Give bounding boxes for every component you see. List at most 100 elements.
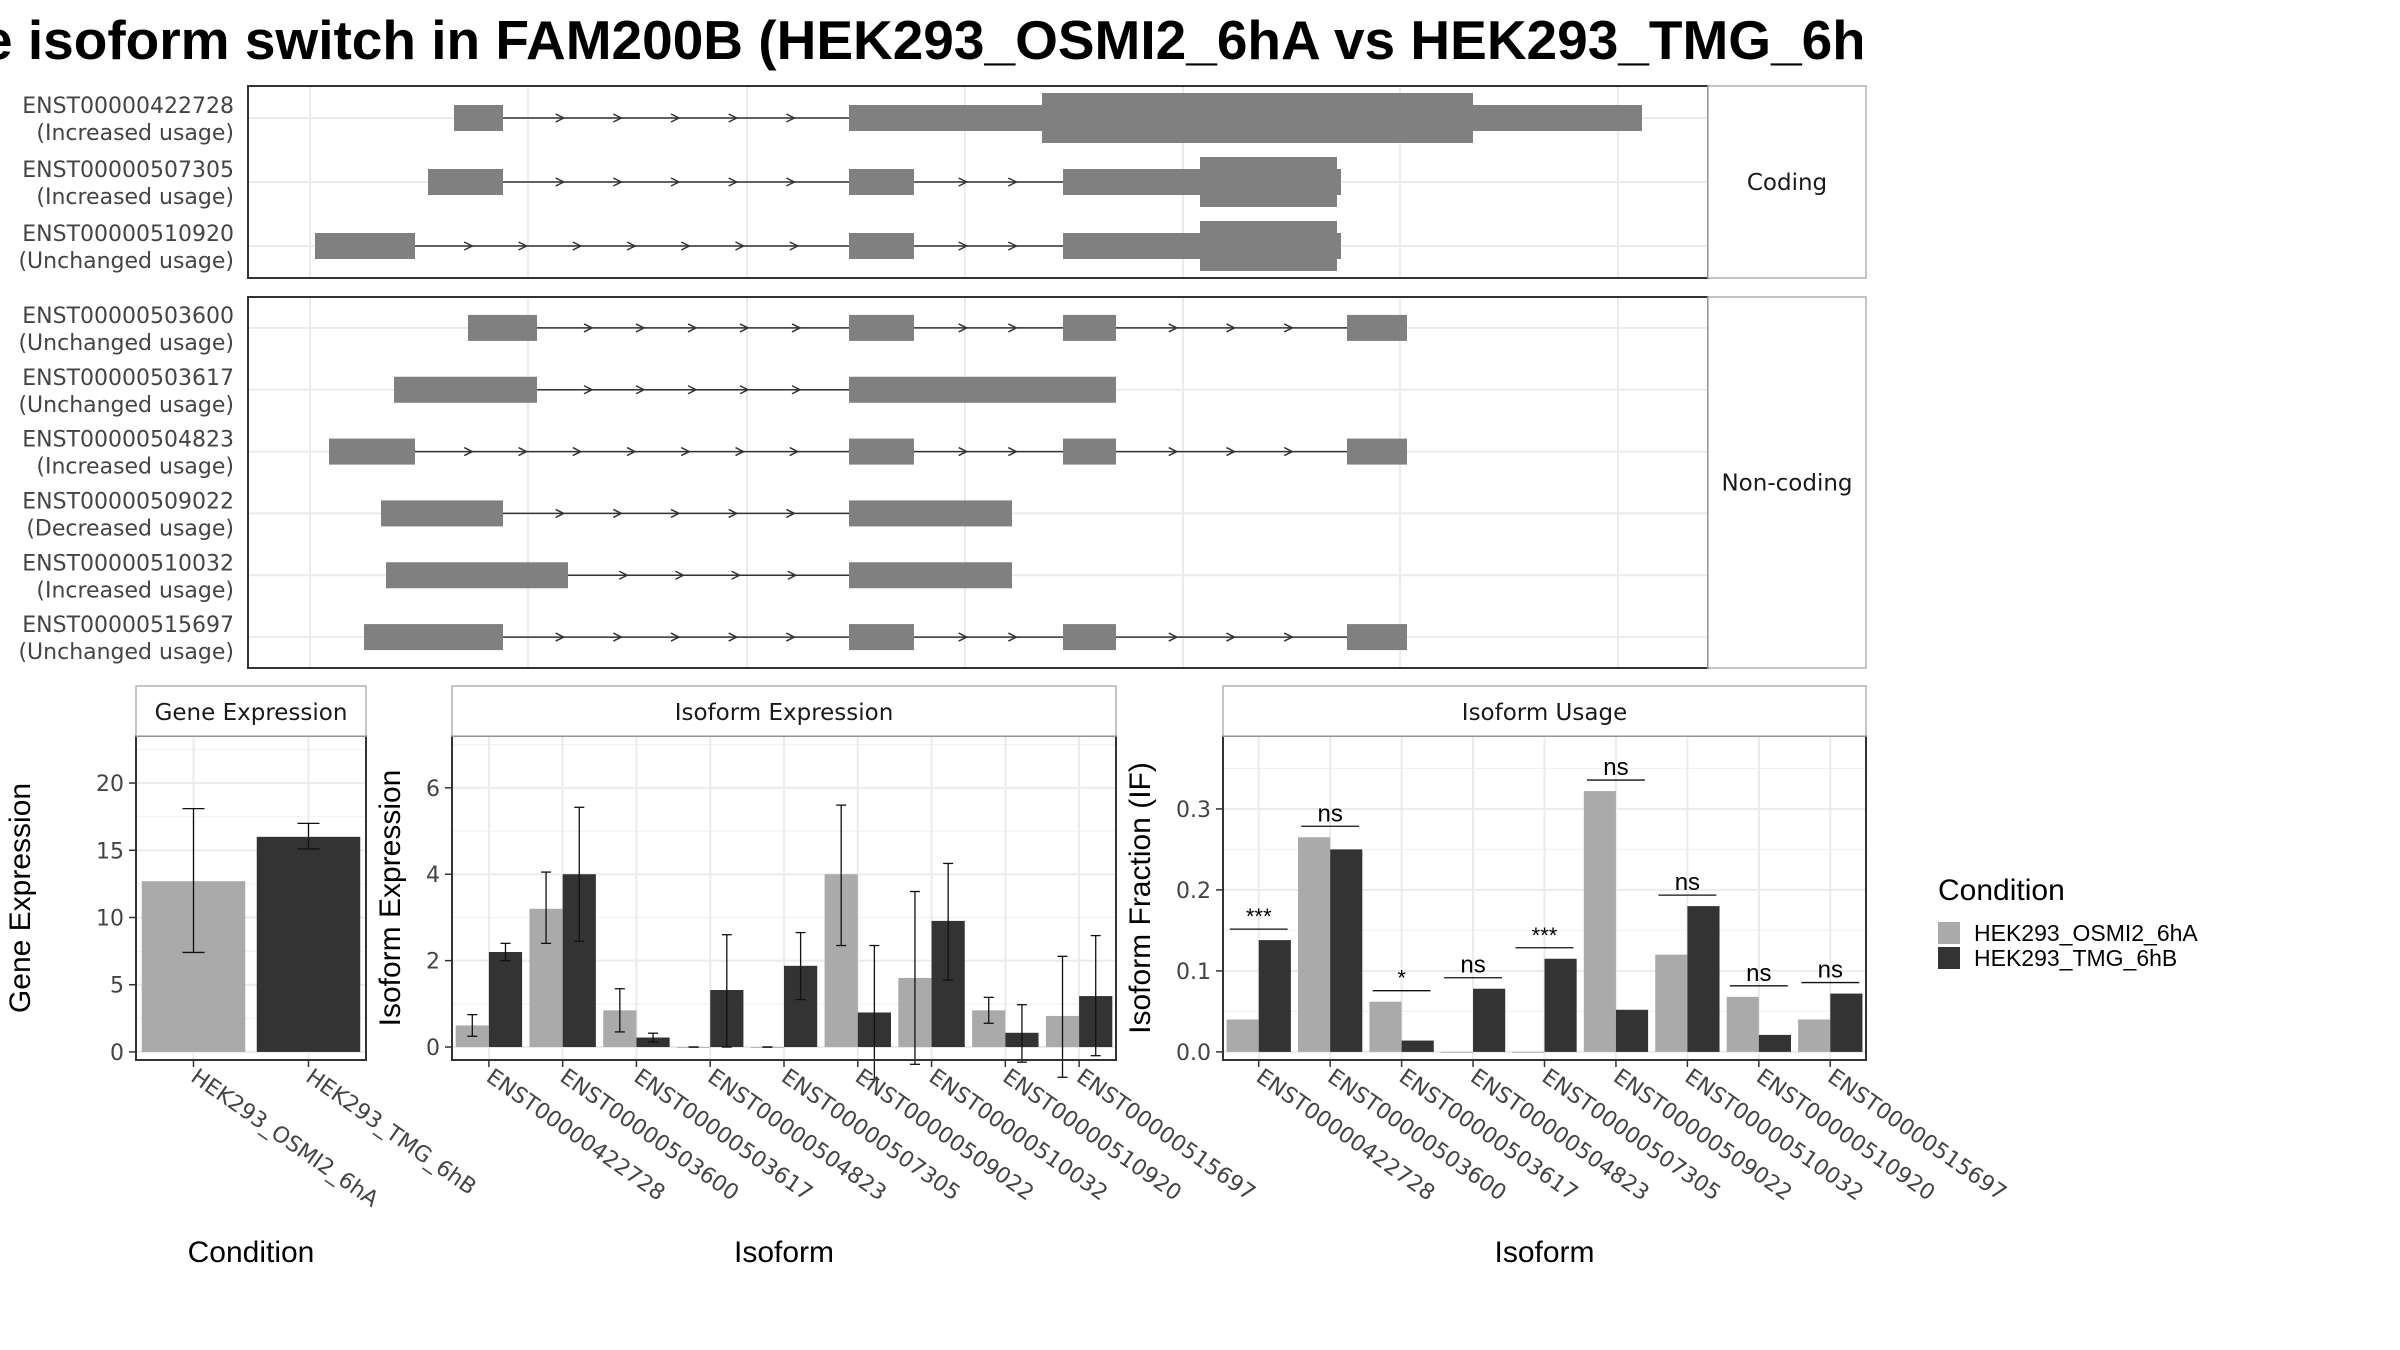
bar: [1473, 988, 1506, 1052]
intron-arrow: [612, 508, 624, 519]
bar: [1830, 993, 1863, 1052]
y-tick-label: 0: [426, 1036, 440, 1061]
exon: [1347, 438, 1407, 465]
facet-strip-label: Coding: [1747, 170, 1827, 196]
intron-arrow: [670, 177, 681, 187]
intron-arrow: [1007, 632, 1019, 642]
intron-arrow: [1168, 323, 1179, 333]
transcript-id-label: ENST00000507305: [22, 158, 234, 183]
legend-label: HEK293_TMG_6hB: [1974, 945, 2177, 971]
transcript-usage-label: (Unchanged usage): [18, 393, 234, 418]
transcript-row: [394, 376, 1116, 403]
exon: [1337, 169, 1341, 195]
intron-arrow: [785, 113, 797, 123]
exon: [849, 562, 1012, 589]
bar: [1758, 1034, 1791, 1052]
intron-arrow: [958, 241, 969, 251]
significance-label: ns: [1603, 754, 1628, 781]
intron-arrow: [463, 446, 474, 457]
bar: [1330, 849, 1363, 1052]
transcript-usage-label: (Unchanged usage): [18, 331, 234, 356]
y-tick-label: 0.2: [1176, 879, 1211, 904]
bar: [1401, 1040, 1434, 1052]
intron-arrow: [1168, 632, 1179, 642]
transcript-row: [329, 438, 1407, 465]
transcript-usage-label: (Unchanged usage): [18, 640, 234, 665]
bar: [1258, 940, 1291, 1052]
transcript-row: [468, 314, 1407, 341]
intron-arrow: [1283, 446, 1294, 457]
panel-title: Isoform Expression: [675, 700, 894, 726]
y-tick-label: 2: [426, 950, 440, 975]
exon: [454, 105, 503, 131]
intron-arrow: [618, 570, 629, 580]
intron-arrow: [1226, 632, 1237, 642]
transcript-panel-coding: ENST00000422728(Increased usage)ENST0000…: [18, 85, 1867, 279]
significance-label: ns: [1317, 800, 1342, 827]
intron-arrow: [728, 508, 739, 519]
intron-arrow: [785, 508, 797, 519]
y-tick-label: 6: [426, 777, 440, 802]
intron-arrow: [518, 241, 529, 251]
intron-arrow: [1007, 446, 1019, 457]
y-tick-label: 0.3: [1176, 798, 1211, 823]
intron-arrow: [463, 241, 474, 251]
intron-arrow: [728, 177, 739, 187]
intron-arrow: [739, 385, 750, 395]
y-tick-label: 15: [96, 839, 124, 864]
facet-strip: [1222, 685, 1867, 737]
transcript-row: [428, 157, 1341, 207]
bar: [1440, 1051, 1474, 1053]
bar-panel-2: 0246ENST00000422728ENST00000503600ENST00…: [374, 685, 1259, 1269]
intron-arrow: [789, 446, 800, 457]
transcript-panel-non-coding: ENST00000503600(Unchanged usage)ENST0000…: [18, 296, 1867, 669]
intron-arrow: [687, 385, 698, 395]
bar: [1512, 1051, 1545, 1053]
coding-exon: [1200, 221, 1337, 271]
transcript-row: [386, 562, 1012, 589]
intron-arrow: [635, 323, 646, 333]
x-axis-title: Condition: [188, 1236, 315, 1269]
bar: [1615, 1009, 1649, 1052]
bar: [1687, 906, 1720, 1052]
intron-arrow: [612, 113, 624, 123]
significance-label: ***: [1532, 923, 1558, 948]
y-tick-label: 0.0: [1176, 1041, 1211, 1066]
facet-strip-label: Non-coding: [1721, 471, 1852, 497]
intron-arrow: [728, 113, 739, 123]
intron-arrow: [680, 241, 691, 251]
intron-arrow: [735, 241, 746, 251]
intron-arrow: [612, 632, 624, 642]
intron-arrow: [958, 446, 969, 457]
intron-arrow: [958, 323, 969, 333]
intron-arrow: [555, 632, 566, 642]
intron-arrow: [680, 446, 691, 457]
intron-arrow: [785, 632, 797, 642]
panel-background: [248, 297, 1708, 668]
transcript-id-label: ENST00000510032: [22, 551, 234, 576]
legend-key: [1938, 922, 1960, 944]
y-tick-label: 0.1: [1176, 960, 1211, 985]
exon: [1063, 169, 1200, 195]
transcript-id-label: ENST00000510920: [22, 222, 234, 247]
panel-title: Isoform Usage: [1462, 700, 1627, 726]
intron-arrow: [787, 570, 798, 580]
intron-arrow: [1007, 323, 1019, 333]
x-axis-title: Isoform: [734, 1236, 834, 1269]
bar: [1583, 791, 1616, 1052]
exon: [849, 233, 914, 259]
intron-arrow: [687, 323, 698, 333]
transcript-id-label: ENST00000422728: [22, 94, 234, 119]
exon: [428, 169, 503, 195]
intron-arrow: [583, 323, 594, 333]
intron-arrow: [731, 570, 742, 580]
intron-arrow: [555, 177, 566, 187]
intron-arrow: [670, 113, 681, 123]
transcript-row: [454, 93, 1642, 143]
intron-arrow: [1226, 323, 1237, 333]
facet-strip: [1707, 85, 1867, 279]
exon: [1337, 233, 1341, 259]
exon: [386, 562, 568, 589]
exon: [1063, 233, 1200, 259]
